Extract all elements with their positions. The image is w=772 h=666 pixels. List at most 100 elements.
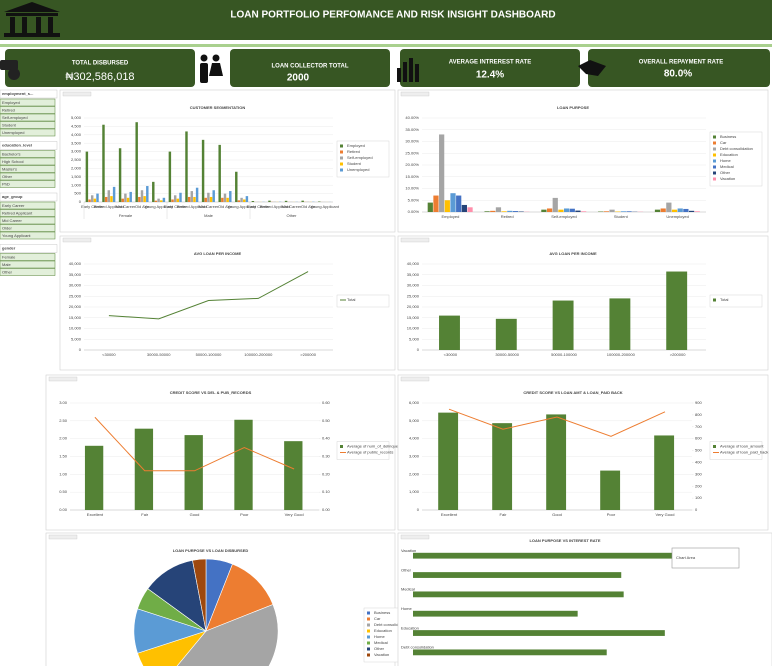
filter-button: [48, 376, 78, 382]
line: [448, 408, 666, 437]
legend-label: Medical: [374, 640, 388, 645]
slicer-item[interactable]: [0, 209, 56, 217]
bar: [413, 610, 578, 617]
y2-tick-label: 0.60: [322, 400, 331, 405]
slicer-item-label[interactable]: High School: [2, 159, 24, 164]
legend-swatch: [713, 171, 716, 175]
bar: [413, 630, 665, 636]
slicer-item[interactable]: [0, 216, 56, 225]
slicer-item[interactable]: [0, 231, 56, 240]
y-tick-label: 10,000: [407, 326, 420, 331]
y-tick-label: 2.00: [59, 436, 68, 441]
legend-swatch: [340, 445, 343, 448]
legend-swatch: [713, 298, 716, 302]
filter-button: [48, 534, 78, 540]
bar: [450, 193, 456, 212]
slicer-item-label[interactable]: Early Career: [2, 203, 25, 208]
bar: [284, 441, 303, 510]
filter-button: [400, 91, 430, 97]
slicer-item[interactable]: [0, 157, 56, 166]
slicer-item[interactable]: [0, 121, 56, 129]
bar: [433, 195, 439, 212]
legend-label: Average of num_of_delinquencies: [347, 444, 407, 449]
y-tick-label: 15,000: [69, 315, 82, 320]
slicer-item[interactable]: [0, 253, 56, 261]
y-tick-label: 500: [74, 191, 81, 196]
kpi-label: LOAN COLLECTOR TOTAL: [272, 64, 349, 70]
slicer-item[interactable]: [0, 150, 56, 158]
y-tick-label: 25,000: [407, 293, 420, 298]
slicer-item[interactable]: [0, 113, 56, 122]
slicer-item[interactable]: [0, 98, 56, 107]
y2-tick-label: 100: [695, 495, 702, 500]
legend-swatch: [340, 162, 343, 166]
slicer-item-label[interactable]: Retired: [2, 107, 15, 112]
slicer-item-label[interactable]: Young Applicant: [2, 233, 31, 238]
y-tick-label: 1.00: [59, 471, 68, 476]
bar: [558, 209, 564, 212]
slicer-item-label[interactable]: Retired Applicant: [2, 210, 33, 215]
slicer-item-label[interactable]: Employed: [2, 100, 20, 105]
people-icon: [200, 54, 223, 83]
legend-label: Self-employed: [347, 155, 373, 160]
y-tick-label: 0.50: [59, 489, 68, 494]
line: [108, 271, 309, 320]
slicer-item-label[interactable]: Older: [2, 225, 12, 230]
legend-box: [709, 131, 763, 187]
bar: [546, 208, 553, 212]
slicer-item[interactable]: [0, 224, 56, 232]
slicer-item[interactable]: [0, 268, 56, 276]
bar: [677, 208, 683, 212]
filter-button: [62, 91, 92, 97]
slicer-item[interactable]: [0, 180, 56, 188]
slicer-item-label[interactable]: Male: [2, 262, 11, 267]
slicer-item[interactable]: [0, 201, 56, 210]
y2-tick-label: 300: [695, 471, 702, 476]
slicer-item-label[interactable]: Master's: [2, 166, 17, 171]
bar: [173, 195, 177, 202]
slicer-item[interactable]: [0, 165, 56, 173]
slicer-item-label[interactable]: Unemployed: [2, 130, 24, 135]
y-tick-label: 1,000: [409, 489, 420, 494]
chart-icon: [397, 58, 419, 82]
group-label: Other: [286, 213, 297, 218]
slicer-item[interactable]: [0, 172, 56, 181]
bar: [84, 445, 104, 510]
filter-button: [400, 237, 430, 243]
x-tick-label: Retired Applicant: [94, 204, 125, 209]
slicer-item-label[interactable]: Self-employed: [2, 115, 28, 120]
legend-swatch: [713, 445, 716, 448]
y2-tick-label: 0.30: [322, 454, 331, 459]
x-tick-label: <30000: [444, 352, 458, 357]
y-tick-label: 5,000: [409, 418, 420, 423]
bar: [88, 199, 91, 202]
slicer-item-label[interactable]: Bachelor's: [2, 151, 21, 156]
y-tick-label: 10,000: [69, 326, 82, 331]
slicer-item-label[interactable]: Student: [2, 122, 17, 127]
legend-label: Student: [347, 161, 362, 166]
y2-tick-label: 900: [695, 400, 702, 405]
y-tick-label: 30,000: [69, 283, 82, 288]
slicer-item-label[interactable]: Female: [2, 254, 16, 259]
y-tick-label: 0.00%: [408, 209, 420, 214]
x-tick-label: 100000-200000: [244, 352, 273, 357]
x-tick-label: Employed: [442, 214, 460, 219]
bar: [204, 197, 207, 202]
slicer-item-label[interactable]: PhD: [2, 181, 10, 186]
y-tick-label: 20,000: [407, 304, 420, 309]
bar: [413, 649, 607, 656]
bar: [126, 197, 130, 202]
cash-icon: [0, 60, 20, 80]
bar: [439, 134, 445, 212]
slicer-item-label[interactable]: Other: [2, 269, 13, 274]
y-tick-label: Debt consolidation: [401, 645, 434, 650]
slicer-item-label[interactable]: Other: [2, 174, 13, 179]
x-tick-label: Old Age: [135, 204, 150, 209]
y-tick-label: 2,500: [71, 157, 82, 162]
slicer-item[interactable]: [0, 106, 56, 114]
slicer-item-label[interactable]: Mid Career: [2, 218, 22, 223]
slicer-item[interactable]: [0, 260, 56, 269]
slicer-item[interactable]: [0, 128, 56, 137]
y-tick-label: 20.00%: [405, 162, 419, 167]
